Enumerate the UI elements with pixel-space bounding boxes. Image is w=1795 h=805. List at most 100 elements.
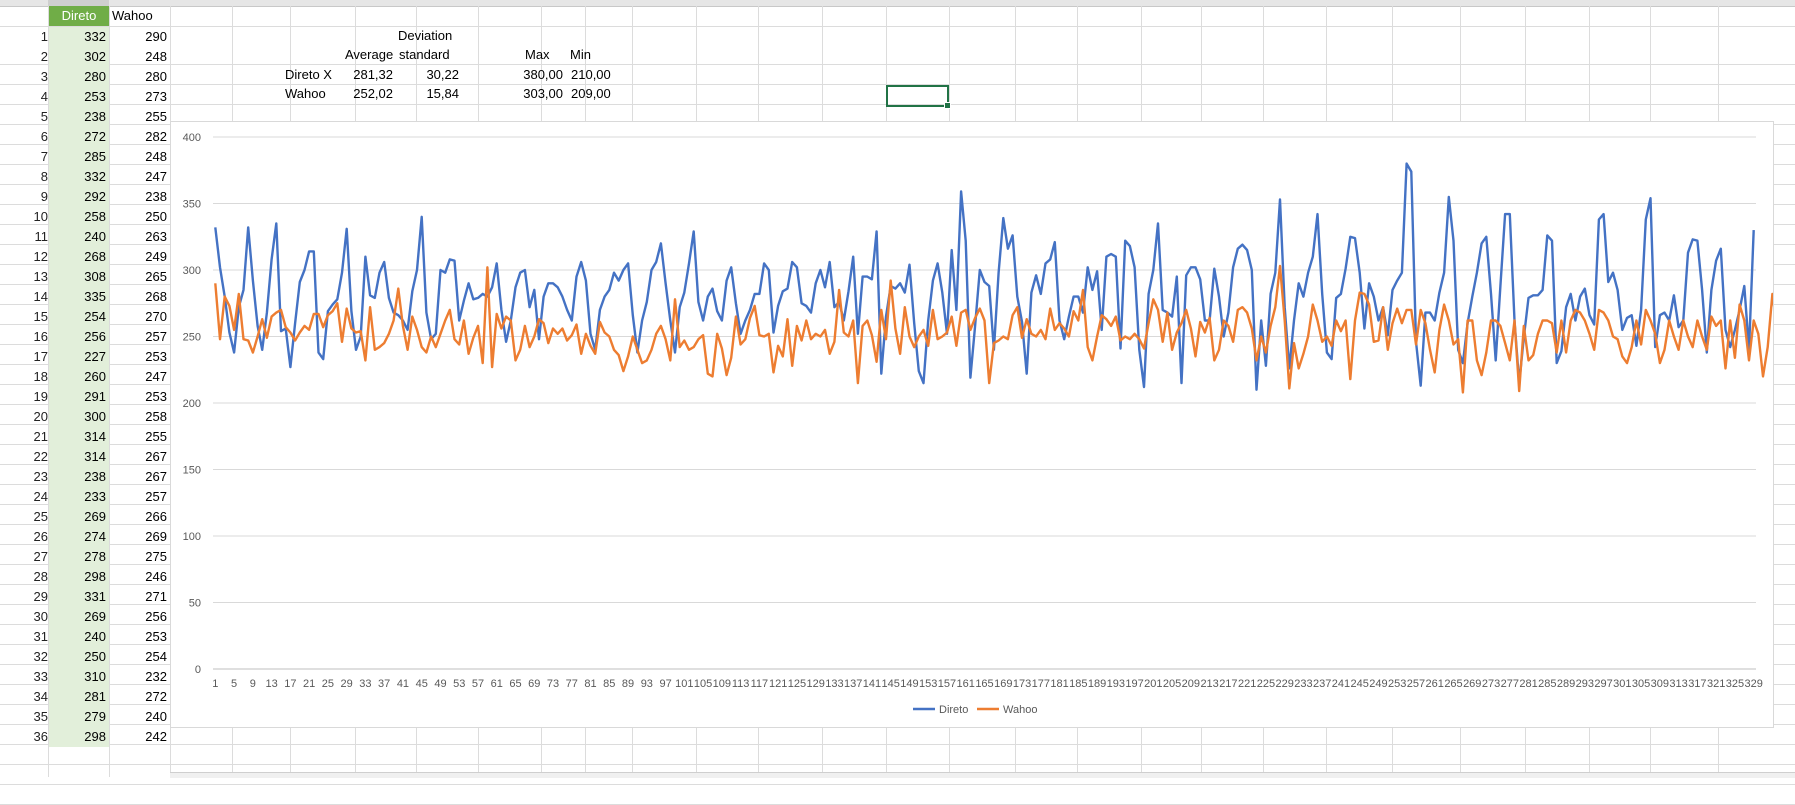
stats-header-max[interactable]: Max xyxy=(525,47,550,62)
cell-direto-value[interactable]: 310 xyxy=(49,667,109,687)
cell-direto-value[interactable]: 254 xyxy=(49,307,109,327)
cell-direto-value[interactable]: 253 xyxy=(49,87,109,107)
column-header-bar[interactable] xyxy=(0,0,1795,7)
cell-wahoo-value[interactable]: 246 xyxy=(145,569,167,584)
cell-direto-value[interactable]: 240 xyxy=(49,227,109,247)
row-number[interactable]: 18 xyxy=(33,369,48,384)
cell-wahoo-value[interactable]: 250 xyxy=(145,209,167,224)
cell-direto-value[interactable]: 335 xyxy=(49,287,109,307)
row-number[interactable]: 23 xyxy=(33,469,48,484)
row-number[interactable]: 5 xyxy=(40,109,48,124)
cell-direto-value[interactable]: 314 xyxy=(49,427,109,447)
row-number[interactable]: 27 xyxy=(33,549,48,564)
cell-wahoo-value[interactable]: 240 xyxy=(145,709,167,724)
row-number[interactable]: 2 xyxy=(40,49,48,64)
cell-wahoo-value[interactable]: 253 xyxy=(145,629,167,644)
row-number[interactable]: 28 xyxy=(33,569,48,584)
cell-wahoo-value[interactable]: 254 xyxy=(145,649,167,664)
cell-wahoo-value[interactable]: 242 xyxy=(145,729,167,744)
cell-wahoo-value[interactable]: 282 xyxy=(145,129,167,144)
cell-wahoo-value[interactable]: 267 xyxy=(145,469,167,484)
row-number[interactable]: 11 xyxy=(34,229,49,244)
row-number[interactable]: 9 xyxy=(40,189,48,204)
cell-direto-value[interactable]: 238 xyxy=(49,467,109,487)
row-number[interactable]: 29 xyxy=(33,589,48,604)
cell-wahoo-value[interactable]: 258 xyxy=(145,409,167,424)
row-number[interactable]: 26 xyxy=(33,529,48,544)
cell-wahoo-value[interactable]: 271 xyxy=(145,589,167,604)
cell-wahoo-value[interactable]: 253 xyxy=(145,389,167,404)
stats-row-label[interactable]: Direto X xyxy=(285,67,332,82)
line-chart[interactable]: 0 50 100 150 200 250 300 350 400 1 5 9 13 17 21 25 29 33 3… xyxy=(170,121,1774,728)
cell-direto-value[interactable]: 250 xyxy=(49,647,109,667)
selected-column-header[interactable] xyxy=(48,0,109,6)
stats-row-label[interactable]: Wahoo xyxy=(285,86,326,101)
row-number[interactable]: 22 xyxy=(33,449,48,464)
cell-direto-value[interactable]: 302 xyxy=(49,47,109,67)
cell-direto-value[interactable]: 280 xyxy=(49,67,109,87)
row-number[interactable]: 21 xyxy=(33,429,48,444)
cell-direto-value[interactable]: 272 xyxy=(49,127,109,147)
cell-direto-value[interactable]: 300 xyxy=(49,407,109,427)
cell-direto-value[interactable]: 274 xyxy=(49,527,109,547)
cell-wahoo-value[interactable]: 248 xyxy=(145,149,167,164)
row-number[interactable]: 1 xyxy=(40,29,48,44)
cell-direto-value[interactable]: 298 xyxy=(49,567,109,587)
cell-wahoo-value[interactable]: 266 xyxy=(145,509,167,524)
cell-direto-value[interactable]: 291 xyxy=(49,387,109,407)
cell-wahoo-value[interactable]: 247 xyxy=(145,369,167,384)
cell-wahoo-value[interactable]: 257 xyxy=(145,329,167,344)
row-number[interactable]: 34 xyxy=(33,689,48,704)
row-number[interactable]: 15 xyxy=(33,309,48,324)
cell-direto-value[interactable]: 256 xyxy=(49,327,109,347)
cell-wahoo-value[interactable]: 253 xyxy=(145,349,167,364)
row-number[interactable]: 7 xyxy=(40,149,48,164)
cell-direto-value[interactable]: 292 xyxy=(49,187,109,207)
cell-wahoo-value[interactable]: 255 xyxy=(145,109,167,124)
cell-wahoo-value[interactable]: 265 xyxy=(145,269,167,284)
stats-min-value[interactable]: 209,00 xyxy=(571,86,611,101)
stats-header-min[interactable]: Min xyxy=(570,47,591,62)
cell-wahoo-value[interactable]: 247 xyxy=(145,169,167,184)
row-number[interactable]: 35 xyxy=(33,709,48,724)
cell-wahoo-value[interactable]: 268 xyxy=(145,289,167,304)
cell-direto-value[interactable]: 278 xyxy=(49,547,109,567)
cell-wahoo-value[interactable]: 273 xyxy=(145,89,167,104)
cell-direto-value[interactable]: 268 xyxy=(49,247,109,267)
stats-max-value[interactable]: 303,00 xyxy=(523,86,563,101)
cell-wahoo-value[interactable]: 270 xyxy=(145,309,167,324)
stats-header-average[interactable]: Average xyxy=(345,47,394,62)
row-number[interactable]: 31 xyxy=(33,629,48,644)
stats-max-value[interactable]: 380,00 xyxy=(523,67,563,82)
stats-header-standard[interactable]: standard xyxy=(399,47,450,62)
row-number[interactable]: 20 xyxy=(33,409,48,424)
row-number[interactable]: 16 xyxy=(33,329,48,344)
cell-direto-value[interactable]: 233 xyxy=(49,487,109,507)
row-number[interactable]: 24 xyxy=(33,489,48,504)
cell-wahoo-value[interactable]: 256 xyxy=(145,609,167,624)
row-number[interactable]: 33 xyxy=(33,669,48,684)
row-number[interactable]: 17 xyxy=(33,349,48,364)
cell-wahoo-value[interactable]: 249 xyxy=(145,249,167,264)
row-number[interactable]: 30 xyxy=(33,609,48,624)
stats-deviation-value[interactable]: 15,84 xyxy=(426,86,459,101)
cell-direto-value[interactable]: 269 xyxy=(49,507,109,527)
cell-direto-value[interactable]: 227 xyxy=(49,347,109,367)
row-number[interactable]: 6 xyxy=(40,129,48,144)
row-number[interactable]: 32 xyxy=(33,649,48,664)
cell-wahoo-value[interactable]: 232 xyxy=(145,669,167,684)
header-cell-wahoo[interactable]: Wahoo xyxy=(112,8,153,23)
row-number[interactable]: 12 xyxy=(33,249,48,264)
cell-direto-value[interactable]: 314 xyxy=(49,447,109,467)
cell-wahoo-value[interactable]: 255 xyxy=(145,429,167,444)
cell-wahoo-value[interactable]: 269 xyxy=(145,529,167,544)
row-number[interactable]: 4 xyxy=(40,89,48,104)
cell-direto-value[interactable]: 269 xyxy=(49,607,109,627)
row-number[interactable]: 10 xyxy=(33,209,48,224)
cell-direto-value[interactable]: 332 xyxy=(49,167,109,187)
stats-average-value[interactable]: 281,32 xyxy=(353,67,393,82)
cell-direto-value[interactable]: 285 xyxy=(49,147,109,167)
stats-deviation-value[interactable]: 30,22 xyxy=(426,67,459,82)
row-number[interactable]: 19 xyxy=(33,389,48,404)
cell-wahoo-value[interactable]: 248 xyxy=(145,49,167,64)
